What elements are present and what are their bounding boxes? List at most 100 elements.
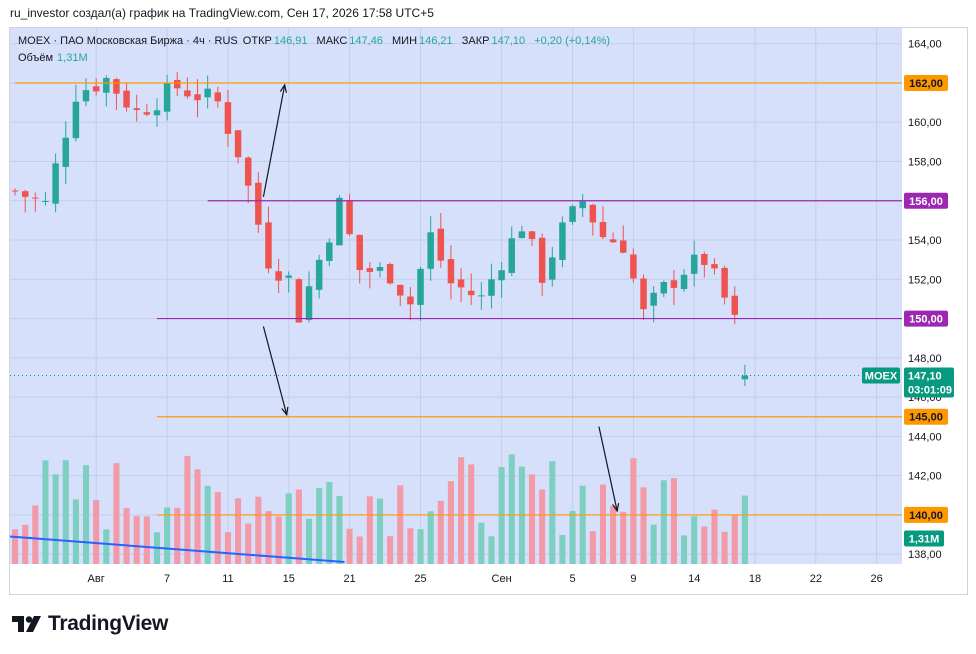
volume-bar [397,485,404,564]
chart-caption: ru_investor создал(а) график на TradingV… [10,6,434,20]
volume-bar [498,467,505,564]
candle-body[interactable] [163,82,171,112]
candle-body[interactable] [255,182,262,225]
candle-body[interactable] [346,201,353,235]
trend-line[interactable] [10,535,345,564]
volume-bar [143,516,150,564]
candle-body[interactable] [701,254,708,265]
candle-body[interactable] [427,232,434,269]
volume-bar [235,498,242,564]
candle-body[interactable] [315,259,323,290]
candle-body[interactable] [549,257,556,280]
candle-body[interactable] [386,264,394,284]
candle-body[interactable] [103,77,110,93]
candle-body[interactable] [295,279,303,323]
candle-body[interactable] [184,90,191,97]
candle-body[interactable] [356,234,363,271]
candle-body[interactable] [559,222,566,260]
x-tick-label: 9 [630,573,636,585]
candle-body[interactable] [589,204,597,223]
candle-body[interactable] [680,274,688,290]
candle-body[interactable] [143,112,151,115]
candle-body[interactable] [153,110,161,116]
candle-body[interactable] [690,254,698,274]
candle-body[interactable] [244,157,252,186]
candle-body[interactable] [224,102,232,134]
candle-body[interactable] [11,190,19,192]
candle-body[interactable] [457,279,465,288]
candle-body[interactable] [397,284,404,296]
price-chart[interactable]: 138,00140,00142,00144,00146,00148,00150,… [10,28,967,594]
candle-body[interactable] [305,286,313,320]
candle-body[interactable] [711,264,718,269]
candle-body[interactable] [660,281,668,294]
candle-body[interactable] [609,239,617,243]
arrow-line[interactable] [262,84,286,197]
candle-body[interactable] [579,201,586,209]
candle-body[interactable] [285,275,292,278]
candle-body[interactable] [437,228,445,261]
candle-body[interactable] [640,278,647,310]
volume-bar [468,464,475,564]
candle-body[interactable] [174,79,181,89]
arrow-line[interactable] [598,426,618,512]
candle-body[interactable] [42,200,49,202]
candle-body[interactable] [234,130,242,158]
candle-body[interactable] [731,295,738,315]
candle-body[interactable] [113,79,120,94]
candle-body[interactable] [741,375,749,380]
legend-symbol: MOEX · ПАО Московская Биржа · 4ч · RUS [18,35,238,47]
candle-body[interactable] [376,267,384,271]
candle-body[interactable] [265,222,272,269]
candle-body[interactable] [194,94,201,101]
candle-body[interactable] [92,86,100,92]
tradingview-logo[interactable]: TradingView [12,612,168,636]
candle-body[interactable] [650,292,657,306]
candle-body[interactable] [721,267,728,298]
candle-body[interactable] [214,92,222,102]
candle-body[interactable] [32,197,39,199]
candle-body[interactable] [518,231,526,239]
level-price-label: 140,00 [909,510,943,522]
candle-body[interactable] [52,163,59,204]
candle-body[interactable] [407,296,414,305]
candle-body[interactable] [488,279,495,296]
candle-body[interactable] [21,191,29,197]
volume-bar [93,500,100,564]
candle-body[interactable] [620,240,627,253]
candle-body[interactable] [275,271,282,281]
volume-bar [184,455,191,564]
tradingview-logo-icon [12,616,41,632]
candle-body[interactable] [599,222,607,238]
volume-bar [528,474,536,564]
legend-low-label: МИН [392,35,418,47]
candle-body[interactable] [204,88,211,98]
candle-body[interactable] [569,206,576,222]
candle-body[interactable] [630,254,637,279]
chart-frame[interactable]: 138,00140,00142,00144,00146,00148,00150,… [9,27,968,595]
candle-body[interactable] [366,268,374,272]
volume-bar [275,516,282,564]
x-tick-label: 18 [749,573,761,585]
level-price-label-bg [904,310,948,327]
candle-body[interactable] [82,90,90,102]
candle-body[interactable] [670,280,678,288]
candle-body[interactable] [72,101,80,139]
candle-body[interactable] [326,242,333,261]
arrow-line[interactable] [262,326,288,415]
candle-body[interactable] [498,270,505,281]
volume-bar [356,536,363,564]
candle-body[interactable] [508,238,515,273]
candle-body[interactable] [123,90,130,108]
candle-body[interactable] [417,268,424,305]
candle-body[interactable] [478,295,485,297]
volume-legend: Объём 1,31M [18,52,88,64]
volume-bar [589,531,596,564]
candle-body[interactable] [467,290,475,296]
candle-body[interactable] [528,231,536,240]
candle-body[interactable] [336,197,343,246]
candle-body[interactable] [538,237,546,283]
candle-body[interactable] [447,259,455,284]
candle-body[interactable] [62,137,69,167]
candle-body[interactable] [133,108,140,110]
